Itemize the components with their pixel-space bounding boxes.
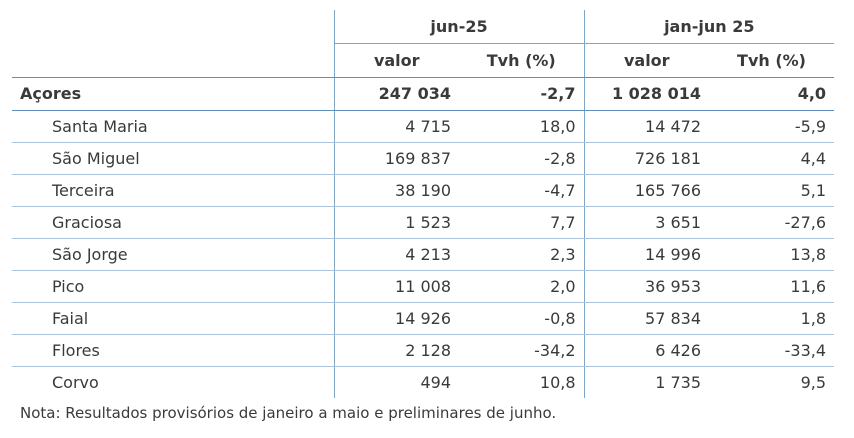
header-row-groups: jun-25 jan-jun 25 <box>12 10 835 44</box>
cell-valor-jan-jun: 57 834 <box>583 302 710 335</box>
cell-tvh-jun: -34,2 <box>459 334 585 367</box>
table-row: Corvo 494 10,8 1 735 9,5 <box>12 366 834 398</box>
cell-tvh-jun: -4,7 <box>459 174 585 207</box>
header-group-jan-jun: jan-jun 25 <box>583 10 835 44</box>
cell-valor-jun: 247 034 <box>333 77 459 111</box>
row-name: Faial <box>12 302 334 335</box>
cell-valor-jan-jun: 36 953 <box>583 270 710 303</box>
cell-valor-jun: 4 715 <box>333 110 459 143</box>
header-tvh-1: Tvh (%) <box>459 43 585 78</box>
cell-valor-jan-jun: 726 181 <box>583 142 710 175</box>
cell-tvh-jan-jun: 5,1 <box>709 174 835 207</box>
row-name: Corvo <box>52 372 99 392</box>
cell-valor-jun: 11 008 <box>333 270 459 303</box>
header-group-jun: jun-25 <box>333 10 585 44</box>
row-name: Pico <box>12 270 334 303</box>
cell-valor-jun: 2 128 <box>333 334 459 367</box>
header-tvh-2: Tvh (%) <box>709 43 835 78</box>
cell-valor-jun: 1 523 <box>333 206 459 239</box>
cell-tvh-jan-jun: 11,6 <box>709 270 835 303</box>
cell-tvh-jan-jun: 4,4 <box>709 142 835 175</box>
table-row: Santa Maria 4 715 18,0 14 472 -5,9 <box>12 110 835 143</box>
cell-valor-jan-jun: 6 426 <box>583 334 710 367</box>
table-row: Graciosa 1 523 7,7 3 651 -27,6 <box>12 206 835 239</box>
data-table: jun-25 jan-jun 25 valor Tvh (%) valor Tv… <box>12 10 835 398</box>
cell-tvh-jan-jun: -5,9 <box>709 110 835 143</box>
table-row: Terceira 38 190 -4,7 165 766 5,1 <box>12 174 835 207</box>
table-row: Flores 2 128 -34,2 6 426 -33,4 <box>12 334 835 367</box>
cell-valor-jan-jun: 3 651 <box>583 206 710 239</box>
cell-tvh-jan-jun: -27,6 <box>709 206 835 239</box>
cell-tvh-jun: -0,8 <box>459 302 585 335</box>
cell-tvh-jun: 2,0 <box>459 270 585 303</box>
cell-valor-jan-jun: 14 996 <box>583 238 710 271</box>
header-valor-2: valor <box>583 43 710 78</box>
cell-tvh-jan-jun: 4,0 <box>709 77 835 111</box>
row-name: Graciosa <box>12 206 334 239</box>
cell-valor-jun: 169 837 <box>333 142 459 175</box>
cell-valor-jan-jun: 1 028 014 <box>583 77 710 111</box>
row-name: Santa Maria <box>12 110 334 143</box>
cell-tvh-jun: 7,7 <box>459 206 585 239</box>
cell-valor-jun: 38 190 <box>333 174 459 207</box>
row-name: São Jorge <box>12 238 334 271</box>
header-row-columns: valor Tvh (%) valor Tvh (%) <box>12 43 835 78</box>
row-name: Açores <box>12 77 334 111</box>
cell-valor-jun: 4 213 <box>333 238 459 271</box>
cell-tvh-jun: 2,3 <box>459 238 585 271</box>
footnote: Nota: Resultados provisórios de janeiro … <box>20 404 557 422</box>
header-blank-cell <box>12 44 334 78</box>
cell-valor-jan-jun: 14 472 <box>583 110 710 143</box>
total-row: Açores 247 034 -2,7 1 028 014 4,0 <box>12 77 835 111</box>
cell-tvh-jan-jun: 9,5 <box>800 372 827 392</box>
header-blank-cell <box>12 10 334 44</box>
cell-valor-jan-jun: 165 766 <box>583 174 710 207</box>
table-row: Faial 14 926 -0,8 57 834 1,8 <box>12 302 835 335</box>
cell-tvh-jun: 10,8 <box>539 372 576 392</box>
table-row: Pico 11 008 2,0 36 953 11,6 <box>12 270 835 303</box>
cell-tvh-jun: -2,8 <box>459 142 585 175</box>
row-name: São Miguel <box>12 142 334 175</box>
header-valor-1: valor <box>333 43 459 78</box>
cell-tvh-jan-jun: 13,8 <box>709 238 835 271</box>
row-name: Flores <box>12 334 334 367</box>
cell-tvh-jan-jun: 1,8 <box>709 302 835 335</box>
cell-tvh-jun: 18,0 <box>459 110 585 143</box>
cell-tvh-jan-jun: -33,4 <box>709 334 835 367</box>
cell-valor-jan-jun: 1 735 <box>583 366 710 398</box>
table-row: São Miguel 169 837 -2,8 726 181 4,4 <box>12 142 835 175</box>
cell-valor-jun: 14 926 <box>333 302 459 335</box>
table-row: São Jorge 4 213 2,3 14 996 13,8 <box>12 238 835 271</box>
cell-tvh-jun: -2,7 <box>459 77 585 111</box>
cell-valor-jun: 494 <box>333 366 459 398</box>
row-name: Terceira <box>12 174 334 207</box>
